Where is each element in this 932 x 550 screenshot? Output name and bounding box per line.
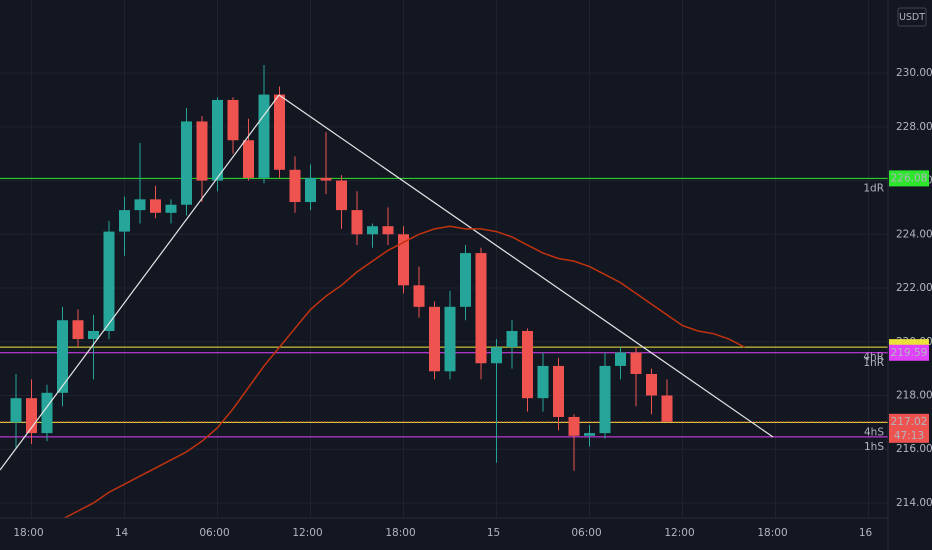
level-price-label: 219.59 xyxy=(891,347,928,359)
candle-body xyxy=(460,253,471,307)
candle-body xyxy=(491,347,502,364)
candle-body xyxy=(227,99,239,141)
candle-body xyxy=(57,320,68,393)
x-tick-label: 06:00 xyxy=(571,527,601,539)
candle-body xyxy=(212,99,223,181)
candles xyxy=(10,65,673,471)
candle-body xyxy=(165,204,177,213)
x-tick-label: 16 xyxy=(859,527,873,539)
level-label: 1hR xyxy=(863,357,884,369)
x-tick-label: 14 xyxy=(115,527,129,539)
candle-body xyxy=(367,226,378,235)
moving-average xyxy=(62,225,745,520)
candle-body xyxy=(475,253,487,364)
x-tick-label: 12:00 xyxy=(664,527,694,539)
ma-line xyxy=(62,225,745,520)
candle-body xyxy=(398,234,409,286)
time-axis xyxy=(0,518,888,550)
x-tick-label: 18:00 xyxy=(757,527,787,539)
y-tick-label: 216.00 xyxy=(896,443,932,455)
y-tick-label: 230.00 xyxy=(896,67,932,79)
candle-body xyxy=(243,140,254,178)
candle-body xyxy=(258,94,270,178)
candle-body xyxy=(661,395,673,422)
candle-body xyxy=(537,365,549,399)
candle-body xyxy=(599,365,611,434)
candle-body xyxy=(289,169,301,203)
last-price-box xyxy=(889,413,929,443)
x-tick-label: 12:00 xyxy=(292,527,322,539)
candle-body xyxy=(584,433,595,436)
candle-body xyxy=(274,94,285,170)
x-tick-label: 06:00 xyxy=(199,527,229,539)
candle-body xyxy=(305,177,316,203)
candle-body xyxy=(150,199,161,213)
countdown-label: 47:13 xyxy=(894,430,924,442)
candle-body xyxy=(351,210,363,235)
candle-body xyxy=(522,331,533,399)
level-label: 4hS xyxy=(864,426,884,438)
level-label: 1dR xyxy=(863,182,884,194)
y-tick-label: 228.00 xyxy=(896,121,932,133)
candle-body xyxy=(41,392,53,434)
level-price-label: 226.08 xyxy=(891,172,928,184)
x-tick-label: 18:00 xyxy=(385,527,415,539)
candle-body xyxy=(10,398,22,423)
price-axis xyxy=(888,0,932,550)
candle-body xyxy=(103,231,115,332)
level-label: 1hS xyxy=(864,441,884,453)
candle-body xyxy=(119,210,130,232)
candle-body xyxy=(506,331,518,348)
candle-body xyxy=(382,226,394,235)
candle-body xyxy=(181,121,192,205)
level-price-box xyxy=(889,339,929,348)
x-tick-label: 18:00 xyxy=(13,527,43,539)
y-tick-label: 218.00 xyxy=(896,389,932,401)
candle-body xyxy=(615,352,626,366)
candle-body xyxy=(413,285,425,307)
y-tick-label: 224.00 xyxy=(896,228,932,240)
last-price-label: 217.02 xyxy=(891,416,928,428)
grid xyxy=(0,0,888,518)
candle-body xyxy=(553,365,564,417)
trend-line xyxy=(0,94,280,471)
candle-body xyxy=(26,398,37,434)
level-price-box xyxy=(889,170,929,187)
candle-body xyxy=(134,199,146,211)
axis-labels: 214.00216.00218.00220.00222.00224.00226.… xyxy=(13,67,932,539)
candle-body xyxy=(196,121,208,181)
currency-button[interactable] xyxy=(897,7,927,27)
x-tick-label: 15 xyxy=(487,527,500,539)
candle-body xyxy=(88,331,99,340)
candle-body xyxy=(72,320,84,340)
y-tick-label: 222.00 xyxy=(896,282,932,294)
candle-body xyxy=(646,373,657,396)
candle-body xyxy=(320,177,332,181)
y-tick-label: 214.00 xyxy=(896,497,932,509)
candle-body xyxy=(336,180,347,211)
candle-body xyxy=(429,306,440,372)
level-label: 4hR xyxy=(863,351,884,363)
currency-label[interactable]: USDT xyxy=(899,12,925,23)
candle-body xyxy=(630,352,642,374)
level-price-box xyxy=(889,344,929,361)
trend-line xyxy=(278,94,774,438)
candle-body xyxy=(568,416,580,436)
candle-body xyxy=(444,306,456,372)
